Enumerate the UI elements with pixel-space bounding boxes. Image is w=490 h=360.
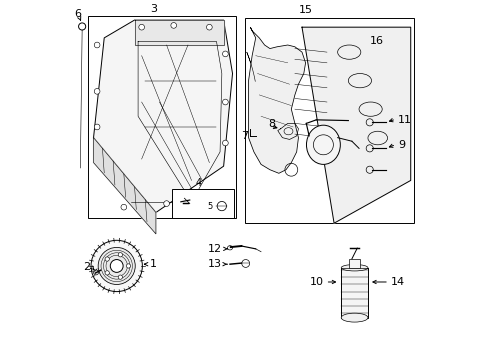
Circle shape <box>171 23 176 28</box>
Circle shape <box>94 124 100 130</box>
Bar <box>341 268 368 318</box>
Bar <box>349 259 360 268</box>
Ellipse shape <box>306 125 341 165</box>
Text: 2: 2 <box>83 262 90 272</box>
Circle shape <box>91 240 143 292</box>
Circle shape <box>126 264 131 268</box>
Polygon shape <box>135 20 223 45</box>
Bar <box>88 17 236 218</box>
Bar <box>172 189 234 218</box>
Text: 11: 11 <box>398 115 412 125</box>
Text: 7: 7 <box>242 131 248 141</box>
Circle shape <box>105 271 109 275</box>
Text: 13: 13 <box>208 259 222 269</box>
Polygon shape <box>94 20 233 212</box>
Circle shape <box>164 201 170 206</box>
Text: 15: 15 <box>298 5 313 15</box>
Text: 3: 3 <box>150 4 158 14</box>
Circle shape <box>222 140 228 146</box>
Circle shape <box>118 275 122 279</box>
Circle shape <box>94 42 100 48</box>
Ellipse shape <box>341 313 368 322</box>
Ellipse shape <box>341 265 368 271</box>
Text: 5: 5 <box>207 202 212 211</box>
Polygon shape <box>248 27 306 173</box>
Circle shape <box>199 192 205 198</box>
Text: 1: 1 <box>150 259 157 269</box>
Circle shape <box>118 253 122 257</box>
Text: 6: 6 <box>74 9 81 19</box>
Circle shape <box>94 89 100 94</box>
Circle shape <box>121 204 127 210</box>
Text: 4: 4 <box>196 178 202 188</box>
Circle shape <box>105 257 109 261</box>
Circle shape <box>98 247 135 284</box>
Text: 8: 8 <box>268 119 275 129</box>
Text: 14: 14 <box>391 277 405 287</box>
Text: 9: 9 <box>398 140 405 150</box>
Circle shape <box>222 51 228 57</box>
Bar <box>245 18 414 223</box>
Circle shape <box>110 260 123 273</box>
Circle shape <box>222 99 228 105</box>
Circle shape <box>206 24 212 30</box>
Text: 16: 16 <box>370 36 384 46</box>
Text: 10: 10 <box>309 277 323 287</box>
Polygon shape <box>302 27 411 223</box>
Circle shape <box>139 24 145 30</box>
Polygon shape <box>94 138 156 234</box>
Text: 12: 12 <box>208 244 222 254</box>
